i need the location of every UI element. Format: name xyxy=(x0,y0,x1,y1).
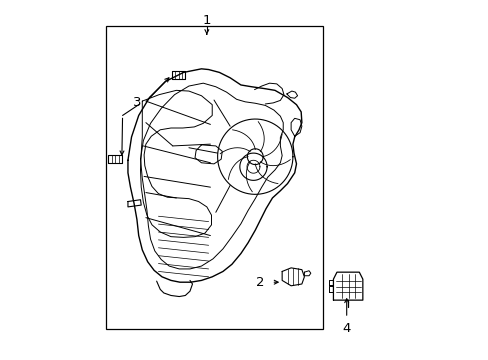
Text: 1: 1 xyxy=(202,14,211,27)
Bar xyxy=(106,26,323,329)
Text: 3: 3 xyxy=(132,96,141,109)
Text: 2: 2 xyxy=(255,276,264,289)
Text: 4: 4 xyxy=(342,322,350,335)
